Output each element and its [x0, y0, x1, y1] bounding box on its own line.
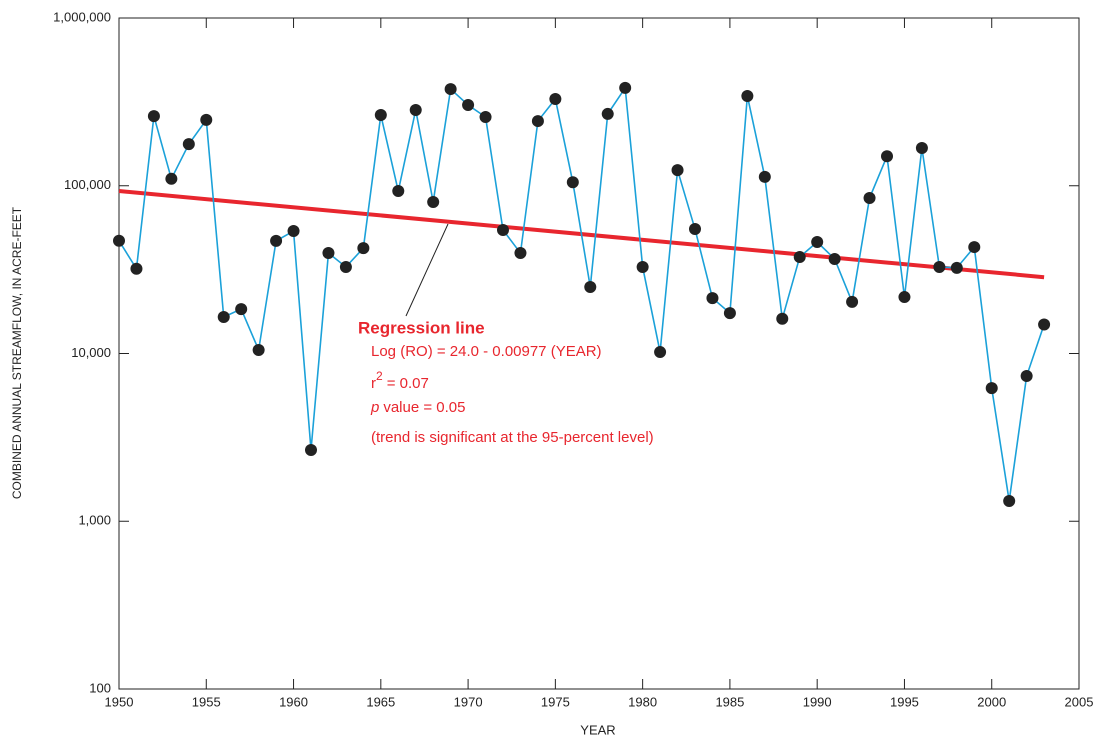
r-text: = 0.07 — [387, 375, 429, 392]
data-point — [723, 307, 736, 320]
data-point — [182, 138, 195, 151]
data-point — [549, 92, 562, 105]
data-point — [898, 291, 911, 304]
y-tick-label: 100 — [89, 680, 111, 695]
y-tick-label: 10,000 — [71, 345, 111, 360]
p-value: p value = 0.05 — [370, 399, 466, 416]
significance-note: (trend is significant at the 95-percent … — [371, 429, 654, 446]
data-point — [601, 107, 614, 120]
data-point — [776, 312, 789, 325]
data-point — [305, 443, 317, 456]
regression-title: Regression line — [358, 318, 485, 337]
data-point — [915, 141, 928, 154]
data-point — [671, 164, 684, 177]
data-point — [339, 260, 352, 273]
data-point — [514, 247, 527, 260]
x-tick-label: 1955 — [192, 694, 221, 709]
series-line — [118, 85, 1045, 502]
x-tick-label: 1995 — [890, 694, 919, 709]
data-point — [531, 115, 544, 128]
y-axis-label: COMBINED ANNUAL STREAMFLOW, IN ACRE-FEET — [10, 206, 24, 499]
data-point — [147, 110, 160, 123]
r-squared: r2 = 0.07 — [371, 369, 429, 392]
data-point — [1003, 495, 1016, 508]
x-tick-label: 1970 — [454, 694, 483, 709]
data-point — [706, 292, 719, 305]
data-point — [392, 185, 405, 198]
data-point — [741, 89, 754, 102]
data-point — [217, 311, 230, 324]
data-point — [636, 260, 649, 273]
data-point — [881, 150, 893, 163]
data-point — [444, 83, 457, 96]
data-point — [252, 343, 265, 356]
x-tick-label: 1980 — [628, 694, 657, 709]
data-point — [811, 236, 824, 249]
data-point — [497, 223, 509, 236]
data-point — [235, 303, 248, 316]
data-point — [793, 251, 806, 264]
data-point — [322, 247, 335, 260]
data-point — [287, 225, 300, 238]
y-tick-label: 1,000,000 — [53, 9, 111, 24]
data-point — [374, 109, 387, 122]
data-point — [357, 242, 370, 255]
data-point — [846, 295, 859, 308]
data-point — [270, 234, 283, 247]
x-tick-label: 1990 — [803, 694, 832, 709]
data-point — [689, 223, 701, 236]
data-point — [427, 196, 440, 209]
data-point — [130, 262, 143, 275]
data-point — [566, 176, 579, 189]
x-axis-label: YEAR — [580, 722, 615, 737]
data-point — [863, 192, 876, 205]
x-tick-label: 1960 — [279, 694, 308, 709]
x-tick-label: 1985 — [715, 694, 744, 709]
x-tick-label: 2005 — [1065, 694, 1094, 709]
data-point — [654, 346, 667, 359]
data-point — [933, 260, 946, 273]
y-tick-label: 1,000 — [78, 513, 111, 528]
data-point — [1020, 370, 1033, 383]
r-base: r — [371, 375, 376, 392]
y-tick-label: 100,000 — [64, 177, 111, 192]
data-point — [113, 234, 125, 247]
p-italic: p — [370, 399, 379, 416]
data-point — [462, 98, 475, 111]
x-tick-label: 1975 — [541, 694, 570, 709]
x-tick-label: 1965 — [366, 694, 395, 709]
data-point — [1038, 318, 1051, 331]
data-point — [584, 281, 597, 294]
x-tick-label: 2000 — [977, 694, 1006, 709]
regression-equation: Log (RO) = 24.0 - 0.00977 (YEAR) — [371, 343, 602, 360]
data-point — [985, 382, 998, 395]
x-tick-label: 1950 — [105, 694, 134, 709]
data-point — [409, 103, 422, 116]
data-point — [968, 241, 981, 254]
data-point — [479, 110, 492, 123]
p-text: value = 0.05 — [383, 399, 465, 416]
data-point — [758, 170, 771, 183]
data-point — [950, 261, 963, 274]
r-sup: 2 — [376, 369, 383, 383]
data-point — [619, 81, 632, 94]
leader-line — [405, 223, 449, 317]
data-point — [200, 113, 213, 126]
regression-annotation: Regression line Log (RO) = 24.0 - 0.0097… — [358, 318, 654, 445]
data-point — [828, 252, 841, 265]
data-point — [165, 172, 178, 185]
